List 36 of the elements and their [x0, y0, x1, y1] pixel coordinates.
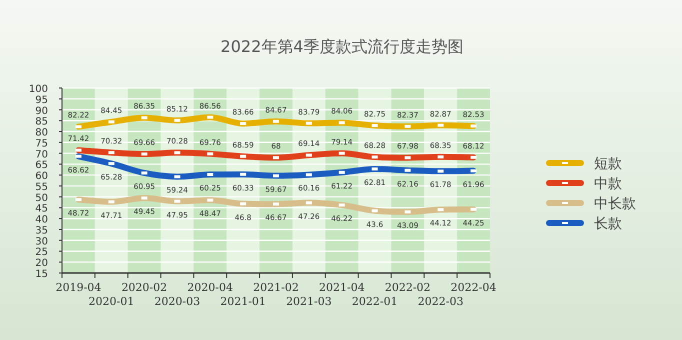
y-tick-label: 90: [35, 106, 48, 117]
y-tick-label: 35: [35, 225, 48, 236]
y-tick-label: 50: [35, 192, 48, 204]
y-tick-label: 15: [35, 269, 48, 280]
legend-label: 短款: [594, 156, 622, 172]
y-tick-label: 60: [35, 171, 48, 182]
legend-label: 中长款: [594, 196, 636, 212]
x-tick-label: 2022-04: [450, 281, 496, 294]
legend-label: 中款: [594, 176, 622, 192]
x-tick-label: 2022-02: [384, 281, 431, 294]
x-tick-label: 2020-03: [154, 295, 200, 308]
x-tick-label: 2022-01: [352, 295, 398, 308]
y-tick-label: 70: [35, 149, 48, 160]
y-tick-label: 65: [35, 160, 48, 172]
legend-label: 长款: [594, 216, 622, 232]
y-tick-label: 40: [35, 214, 48, 226]
y-tick-label: 25: [35, 247, 48, 258]
x-tick-label: 2022-03: [418, 295, 464, 308]
x-tick-label: 2021-04: [318, 281, 365, 294]
y-tick-label: 20: [35, 258, 48, 270]
y-tick-label: 55: [35, 182, 48, 193]
x-tick-label: 2020-04: [187, 281, 234, 294]
x-tick-label: 2019-04: [56, 281, 102, 294]
y-tick-label: 100: [28, 84, 48, 95]
y-tick-label: 95: [35, 94, 48, 106]
x-tick-label: 2021-01: [220, 295, 266, 308]
y-tick-label: 75: [35, 138, 48, 150]
y-tick-label: 45: [35, 204, 48, 215]
y-tick-label: 85: [35, 116, 48, 128]
x-tick-label: 2020-02: [121, 281, 168, 294]
y-tick-label: 80: [35, 128, 48, 139]
x-tick-label: 2021-03: [286, 295, 332, 308]
x-tick-label: 2021-02: [253, 281, 299, 294]
chart-title: 2022年第4季度款式流行度走势图: [220, 37, 464, 56]
y-tick-label: 30: [35, 236, 48, 248]
x-tick-label: 2020-01: [88, 295, 134, 308]
